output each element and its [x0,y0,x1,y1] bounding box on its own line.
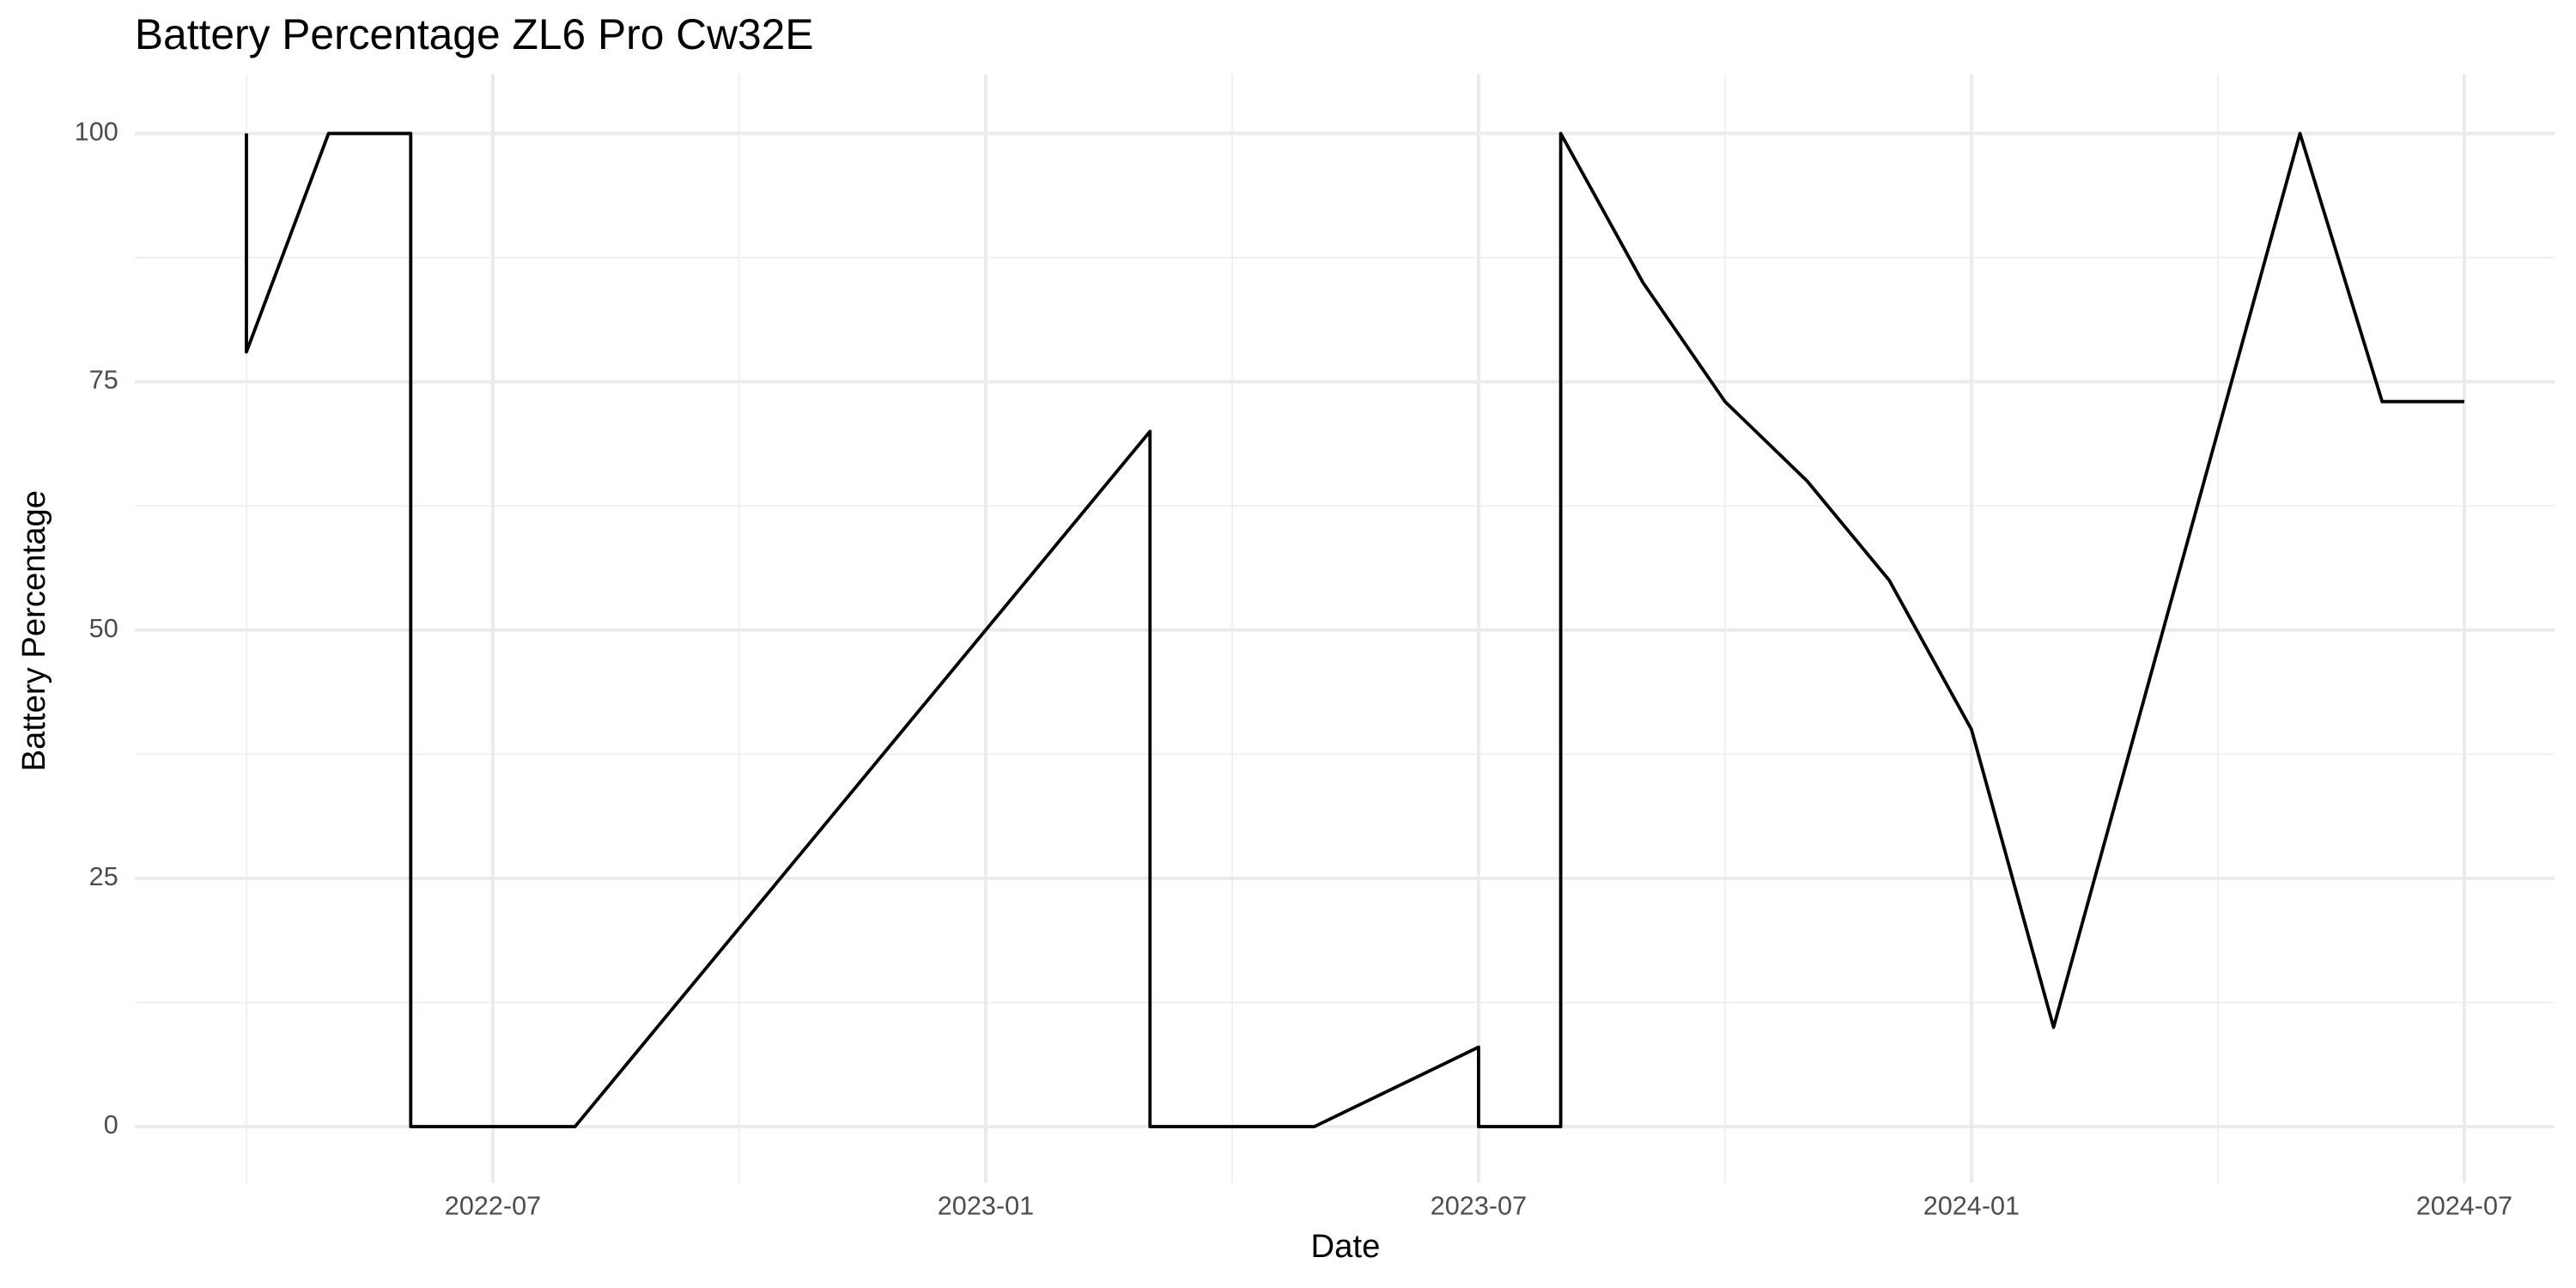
x-tick-label: 2023-01 [938,1191,1034,1220]
x-tick-label: 2024-01 [1923,1191,2020,1220]
x-tick-label: 2022-07 [445,1191,541,1220]
y-tick-label: 0 [104,1110,118,1139]
y-tick-label: 50 [89,614,118,643]
y-tick-label: 25 [89,862,118,891]
y-axis-label: Battery Percentage [15,490,52,771]
data-line [245,131,2464,1128]
x-axis-label: Date [1311,1228,1381,1265]
x-tick-label: 2024-07 [2416,1191,2512,1220]
y-tick-label: 75 [89,366,118,395]
y-tick-label: 100 [75,118,118,147]
x-tick-label: 2023-07 [1431,1191,1527,1220]
chart-title: Battery Percentage ZL6 Pro Cw32E [135,10,814,58]
